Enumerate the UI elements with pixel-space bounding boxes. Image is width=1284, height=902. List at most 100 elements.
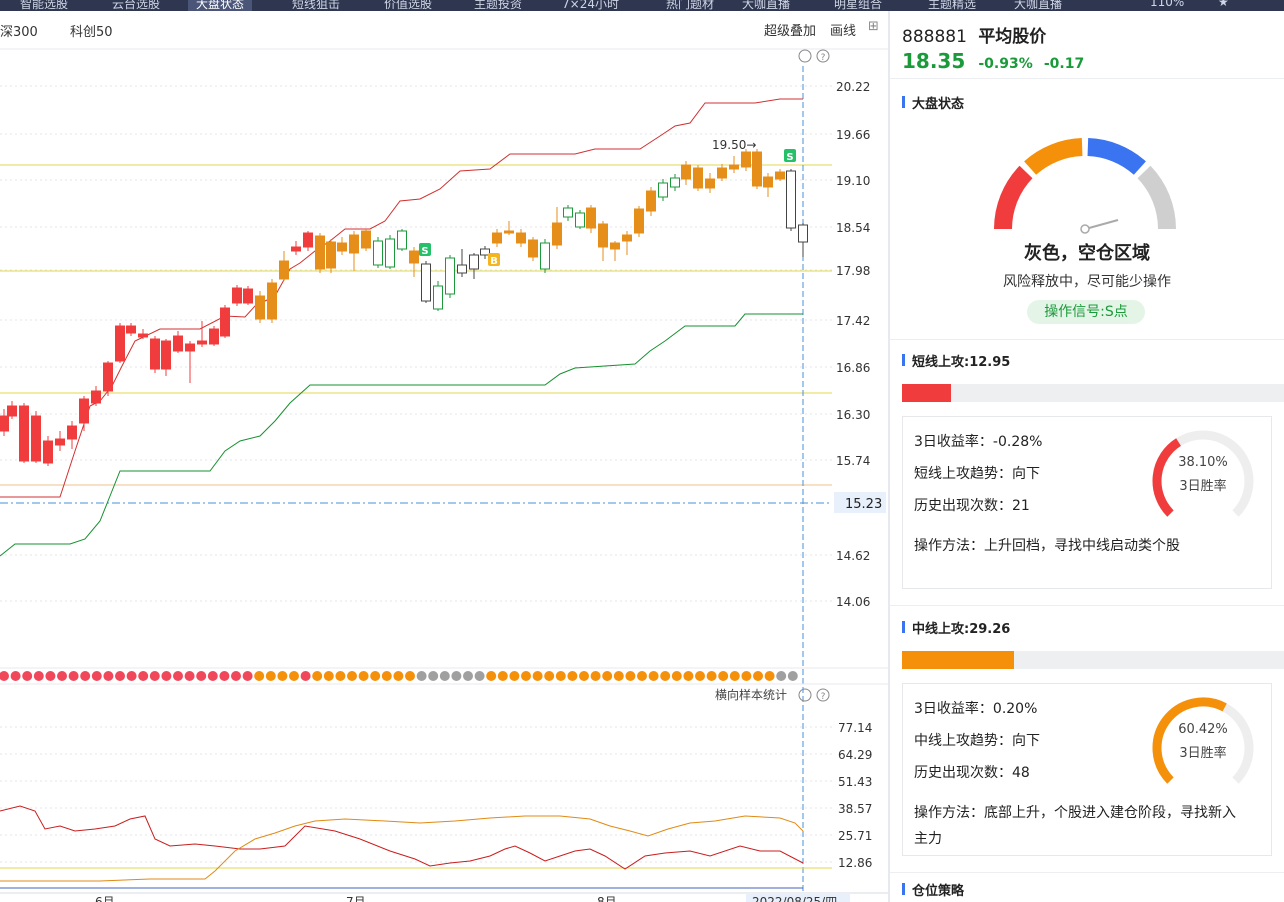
status-dot (323, 671, 334, 681)
nav-tab-0[interactable]: 智能选股 (20, 0, 69, 11)
status-dot (776, 671, 787, 681)
nav-tab-11[interactable]: 大咖直播 (1014, 0, 1063, 11)
help-icon (816, 688, 830, 702)
candle (150, 338, 160, 370)
candle (433, 285, 443, 310)
status-dot (161, 671, 172, 681)
status-dot (207, 671, 218, 681)
nav-tab-3[interactable]: 短线狙击 (292, 0, 341, 11)
status-dot (33, 671, 44, 681)
gauge-pivot (1080, 224, 1090, 234)
status-dot (602, 671, 613, 681)
nav-tab-10[interactable]: 主题精选 (928, 0, 977, 11)
short-winrate: 38.10% (1178, 455, 1228, 470)
gauge-needle (1088, 219, 1119, 229)
candle (267, 282, 277, 320)
status-dot (126, 671, 137, 681)
status-dot (741, 671, 752, 681)
short-progress-track (902, 384, 1284, 402)
panel-divider[interactable] (888, 11, 890, 902)
status-dot (451, 671, 462, 681)
signal-marker-text: S (786, 152, 793, 163)
status-dot (80, 671, 91, 681)
indicator-tick-label: 38.57 (838, 802, 872, 816)
status-dot (729, 671, 740, 681)
status-dot (660, 671, 671, 681)
candle (741, 151, 751, 168)
candle (315, 235, 325, 270)
candle (763, 176, 773, 188)
candle (373, 240, 383, 266)
kline-chart[interactable]: ? 20.22 19.66 19.10 18.54 17.98 17.42 16.86 16.3… (0, 11, 888, 902)
star-icon[interactable]: ★ (1218, 0, 1229, 9)
status-dot (648, 671, 659, 681)
candle (185, 343, 195, 352)
candle (421, 263, 431, 302)
candle (7, 405, 17, 417)
stock-header: 888881 平均股价 (902, 22, 1046, 47)
price-tick-label: 15.74 (836, 454, 870, 468)
short-method: 操作方法：上升回档，寻找中线启动类个股 (914, 538, 1180, 554)
candle (67, 425, 77, 440)
candle (173, 335, 183, 352)
nav-tab-5[interactable]: 主题投资 (474, 0, 523, 11)
status-dot (370, 671, 381, 681)
index-tab-kc50[interactable]: 科创50 (70, 25, 113, 40)
mid-winrate: 60.42% (1178, 722, 1228, 737)
draw-line-button[interactable]: 画线 (830, 24, 857, 39)
status-dot (300, 671, 311, 681)
candle (670, 177, 680, 188)
status-dot (613, 671, 624, 681)
candle (598, 223, 608, 248)
status-dot (544, 671, 555, 681)
divider (890, 872, 1284, 873)
nav-tab-1[interactable]: 云台选股 (112, 0, 161, 11)
stock-price: 18.35 (902, 49, 966, 73)
nav-tab-9[interactable]: 明星组合 (834, 0, 883, 11)
candle (91, 390, 101, 404)
price-tick-label: 17.42 (836, 314, 870, 328)
candle (291, 246, 301, 252)
candle (209, 328, 219, 345)
nav-tab-2[interactable]: 大盘状态 (188, 0, 253, 11)
nav-tab-4[interactable]: 价值选股 (384, 0, 433, 11)
candle (349, 234, 359, 254)
super-overlay-button[interactable]: 超级叠加 (764, 24, 817, 39)
status-dot (381, 671, 392, 681)
status-dot (335, 671, 346, 681)
stock-change-pct: -0.93% (978, 56, 1033, 72)
status-dot (521, 671, 531, 681)
gauge-segment (1024, 138, 1083, 175)
candle (634, 208, 644, 234)
nav-tab-7[interactable]: 热门题材 (666, 0, 715, 11)
short-progress-fill (902, 384, 952, 402)
market-status-text: 灰色，空仓区域 (1024, 243, 1150, 264)
index-tab-hs300[interactable]: 深300 (0, 25, 38, 40)
candle (19, 405, 29, 462)
mid-title: 中线上攻:29.26 (902, 618, 1010, 637)
grid-layout-icon[interactable]: ⊞ (868, 19, 879, 34)
price-tick-label: 19.10 (836, 174, 870, 188)
zoom-level[interactable]: 110% (1150, 0, 1185, 9)
nav-tab-8[interactable]: 大咖直播 (742, 0, 791, 11)
candle (575, 212, 585, 228)
indicator-tick-label: 25.71 (838, 829, 872, 843)
short-trend: 短线上攻趋势：向下 (914, 466, 1040, 482)
candle (729, 164, 739, 170)
status-dot (173, 671, 183, 681)
candle (516, 232, 526, 244)
status-dot (393, 671, 404, 681)
candle (361, 230, 371, 249)
nav-tab-6[interactable]: 7×24小时 (562, 0, 619, 11)
candle (115, 325, 125, 362)
candle (409, 250, 419, 264)
help-icon-text: ? (821, 692, 826, 702)
divider (890, 605, 1284, 606)
top-navigation-bar: 智能选股 云台选股 大盘状态 短线狙击 价值选股 主题投资 7×24小时 热门题… (0, 0, 1284, 11)
candle (775, 171, 785, 180)
mid-winrate-ring (1152, 697, 1254, 784)
stock-quote: 18.35 -0.93% -0.17 (902, 49, 1084, 73)
short-count: 历史出现次数：21 (914, 498, 1030, 514)
status-dot (231, 671, 241, 681)
candle (79, 398, 89, 424)
